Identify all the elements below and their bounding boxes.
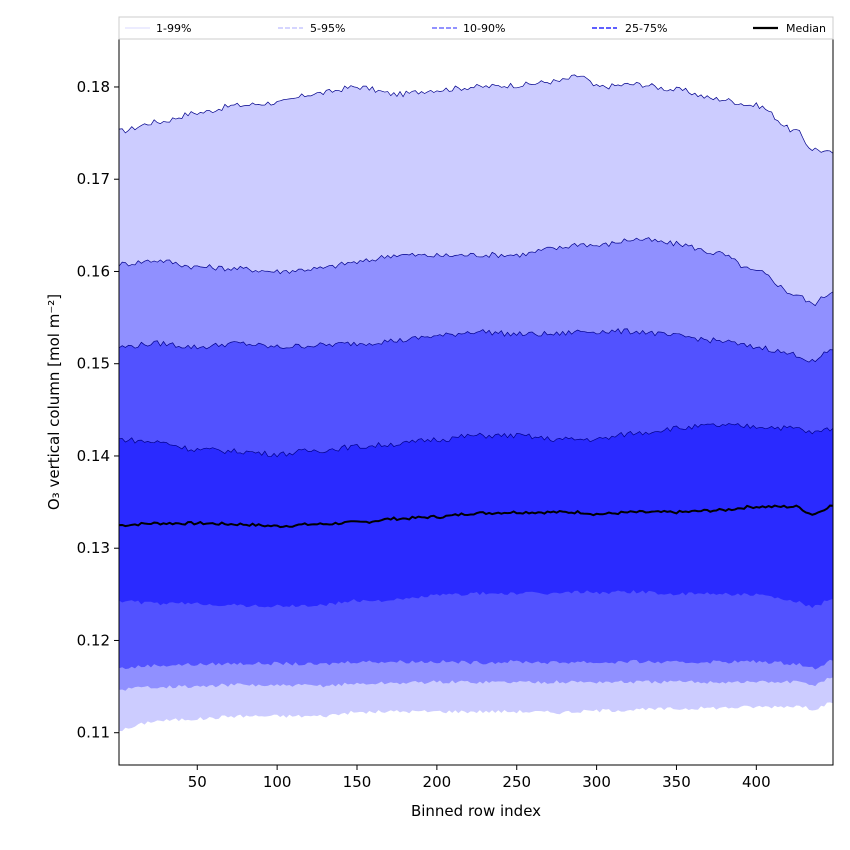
y-tick-label: 0.15 (77, 355, 110, 373)
y-tick-label: 0.12 (77, 631, 110, 649)
percentile-bands (118, 74, 834, 732)
median-line (118, 504, 834, 529)
band-1-99-upper-edge (118, 74, 834, 154)
x-tick-label: 250 (502, 773, 531, 791)
legend-label: 1-99% (156, 22, 191, 35)
band-25-75-upper-edge (118, 423, 834, 458)
y-axis: 0.11 0.12 0.13 0.14 0.15 0.16 0.17 0.18 (77, 78, 119, 742)
y-tick-label: 0.13 (77, 539, 110, 557)
x-tick-label: 200 (423, 773, 452, 791)
legend: 1-99% 5-95% 10-90% 25-75% Median (118, 16, 834, 40)
y-tick-label: 0.14 (77, 447, 110, 465)
band-10-90-upper-edge (118, 328, 834, 363)
band-5-95-upper-edge (118, 237, 834, 307)
x-tick-label: 50 (188, 773, 207, 791)
legend-label: 5-95% (310, 22, 345, 35)
y-tick-label: 0.18 (77, 78, 110, 96)
legend-label: Median (786, 22, 826, 35)
x-tick-label: 350 (662, 773, 691, 791)
x-axis-label: Binned row index (411, 802, 541, 820)
x-axis: 50 100 150 200 250 300 350 400 (188, 765, 771, 791)
x-tick-label: 300 (582, 773, 611, 791)
legend-frame (118, 16, 834, 40)
y-axis-label: O₃ vertical column [mol m⁻²] (45, 294, 63, 510)
y-tick-label: 0.11 (77, 724, 110, 742)
x-tick-label: 400 (742, 773, 771, 791)
y-tick-label: 0.16 (77, 262, 110, 280)
band-25-75-fill (119, 423, 833, 608)
x-tick-label: 150 (343, 773, 372, 791)
legend-label: 10-90% (463, 22, 505, 35)
y-tick-label: 0.17 (77, 170, 110, 188)
legend-label: 25-75% (625, 22, 667, 35)
x-tick-label: 100 (263, 773, 292, 791)
